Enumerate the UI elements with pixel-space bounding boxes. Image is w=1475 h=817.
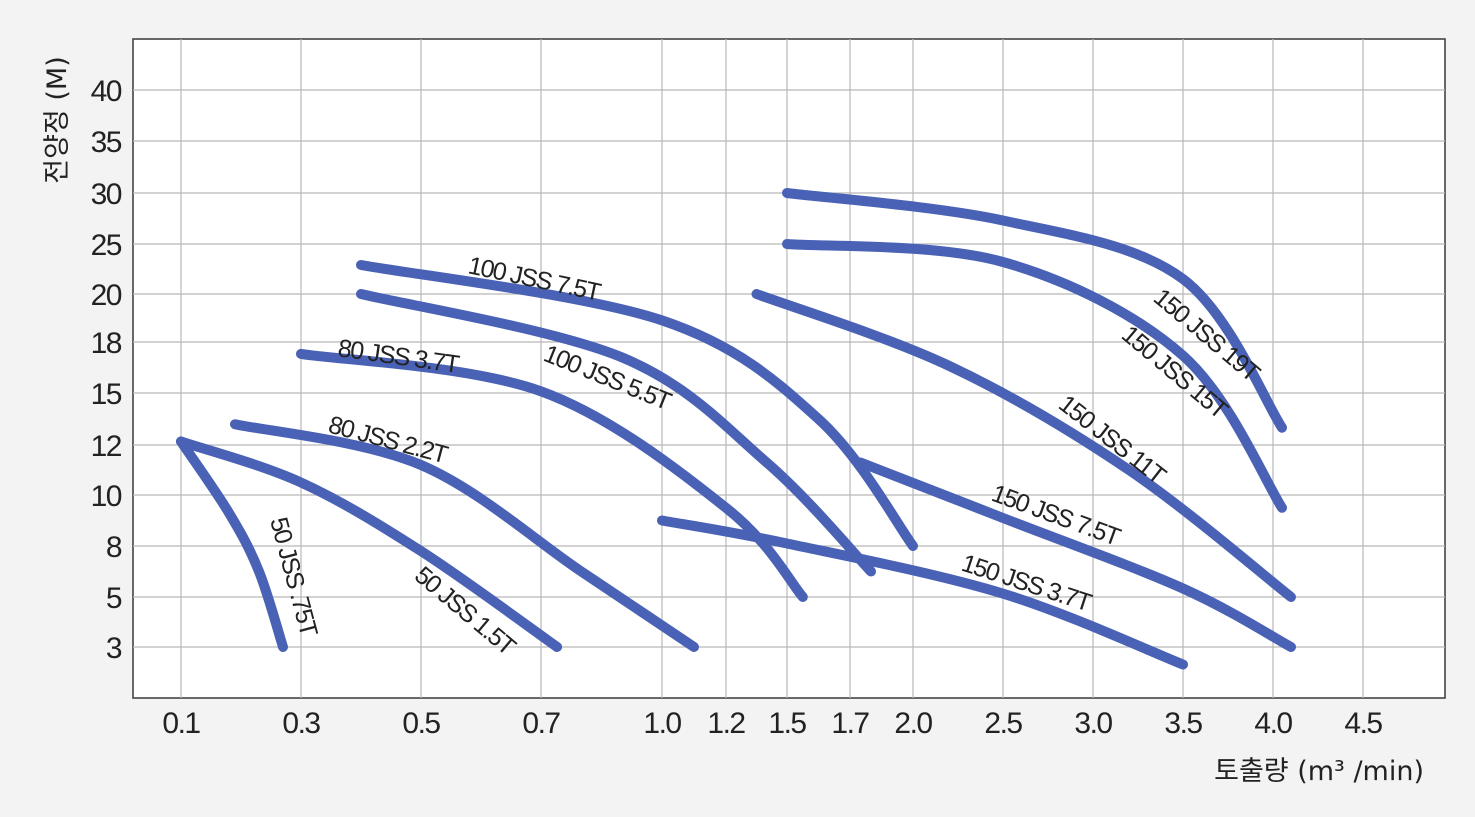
x-tick-label: 0.1 — [162, 707, 200, 740]
x-tick-label: 0.3 — [282, 707, 320, 740]
x-axis-label: 토출량 (m³ /min) — [1214, 756, 1424, 787]
curve-line — [751, 289, 1296, 602]
x-tick-label: 1.0 — [643, 707, 681, 740]
y-axis-label: 전양정 (M) — [42, 56, 73, 183]
x-tick-label: 2.0 — [894, 707, 932, 740]
x-tick-label: 1.7 — [831, 707, 869, 740]
x-tick-label: 4.5 — [1344, 707, 1382, 740]
x-tick-label: 0.7 — [522, 707, 560, 740]
y-tick-label: 30 — [91, 178, 122, 211]
curve-line — [657, 515, 1188, 670]
y-tick-label: 3 — [106, 632, 122, 665]
x-tick-label: 3.0 — [1074, 707, 1112, 740]
x-tick-label: 1.5 — [768, 707, 806, 740]
x-tick-label: 1.2 — [707, 707, 745, 740]
curve-line — [296, 348, 808, 602]
x-tick-label: 2.5 — [984, 707, 1022, 740]
curve-line — [356, 260, 918, 551]
curve-line — [230, 419, 699, 652]
y-tick-label: 8 — [106, 531, 122, 564]
x-tick-label: 4.0 — [1254, 707, 1292, 740]
y-tick-label: 25 — [91, 229, 122, 262]
y-tick-label: 12 — [91, 430, 122, 463]
curve-line — [855, 457, 1296, 652]
x-tick-label: 0.5 — [402, 707, 440, 740]
curve-line — [356, 289, 876, 577]
y-tick-label: 20 — [91, 279, 122, 312]
curves — [176, 188, 1296, 670]
curve-line — [176, 436, 563, 652]
y-tick-label: 18 — [91, 327, 122, 360]
x-tick-label: 3.5 — [1164, 707, 1202, 740]
grid — [133, 39, 1445, 698]
y-tick-label: 5 — [106, 582, 122, 615]
x-tick-labels: 0.1 0.3 0.5 0.7 1.0 1.2 1.5 1.7 2.0 2.5 3.0 3.5 4.0 4… — [162, 707, 1384, 740]
curve-line — [176, 436, 288, 652]
y-tick-label: 10 — [91, 480, 122, 513]
y-tick-label: 35 — [91, 126, 122, 159]
y-tick-label: 40 — [91, 75, 122, 108]
curve-line — [782, 239, 1287, 513]
plot-background — [132, 38, 1446, 699]
curve-line — [782, 188, 1287, 433]
y-tick-label: 15 — [91, 378, 122, 411]
